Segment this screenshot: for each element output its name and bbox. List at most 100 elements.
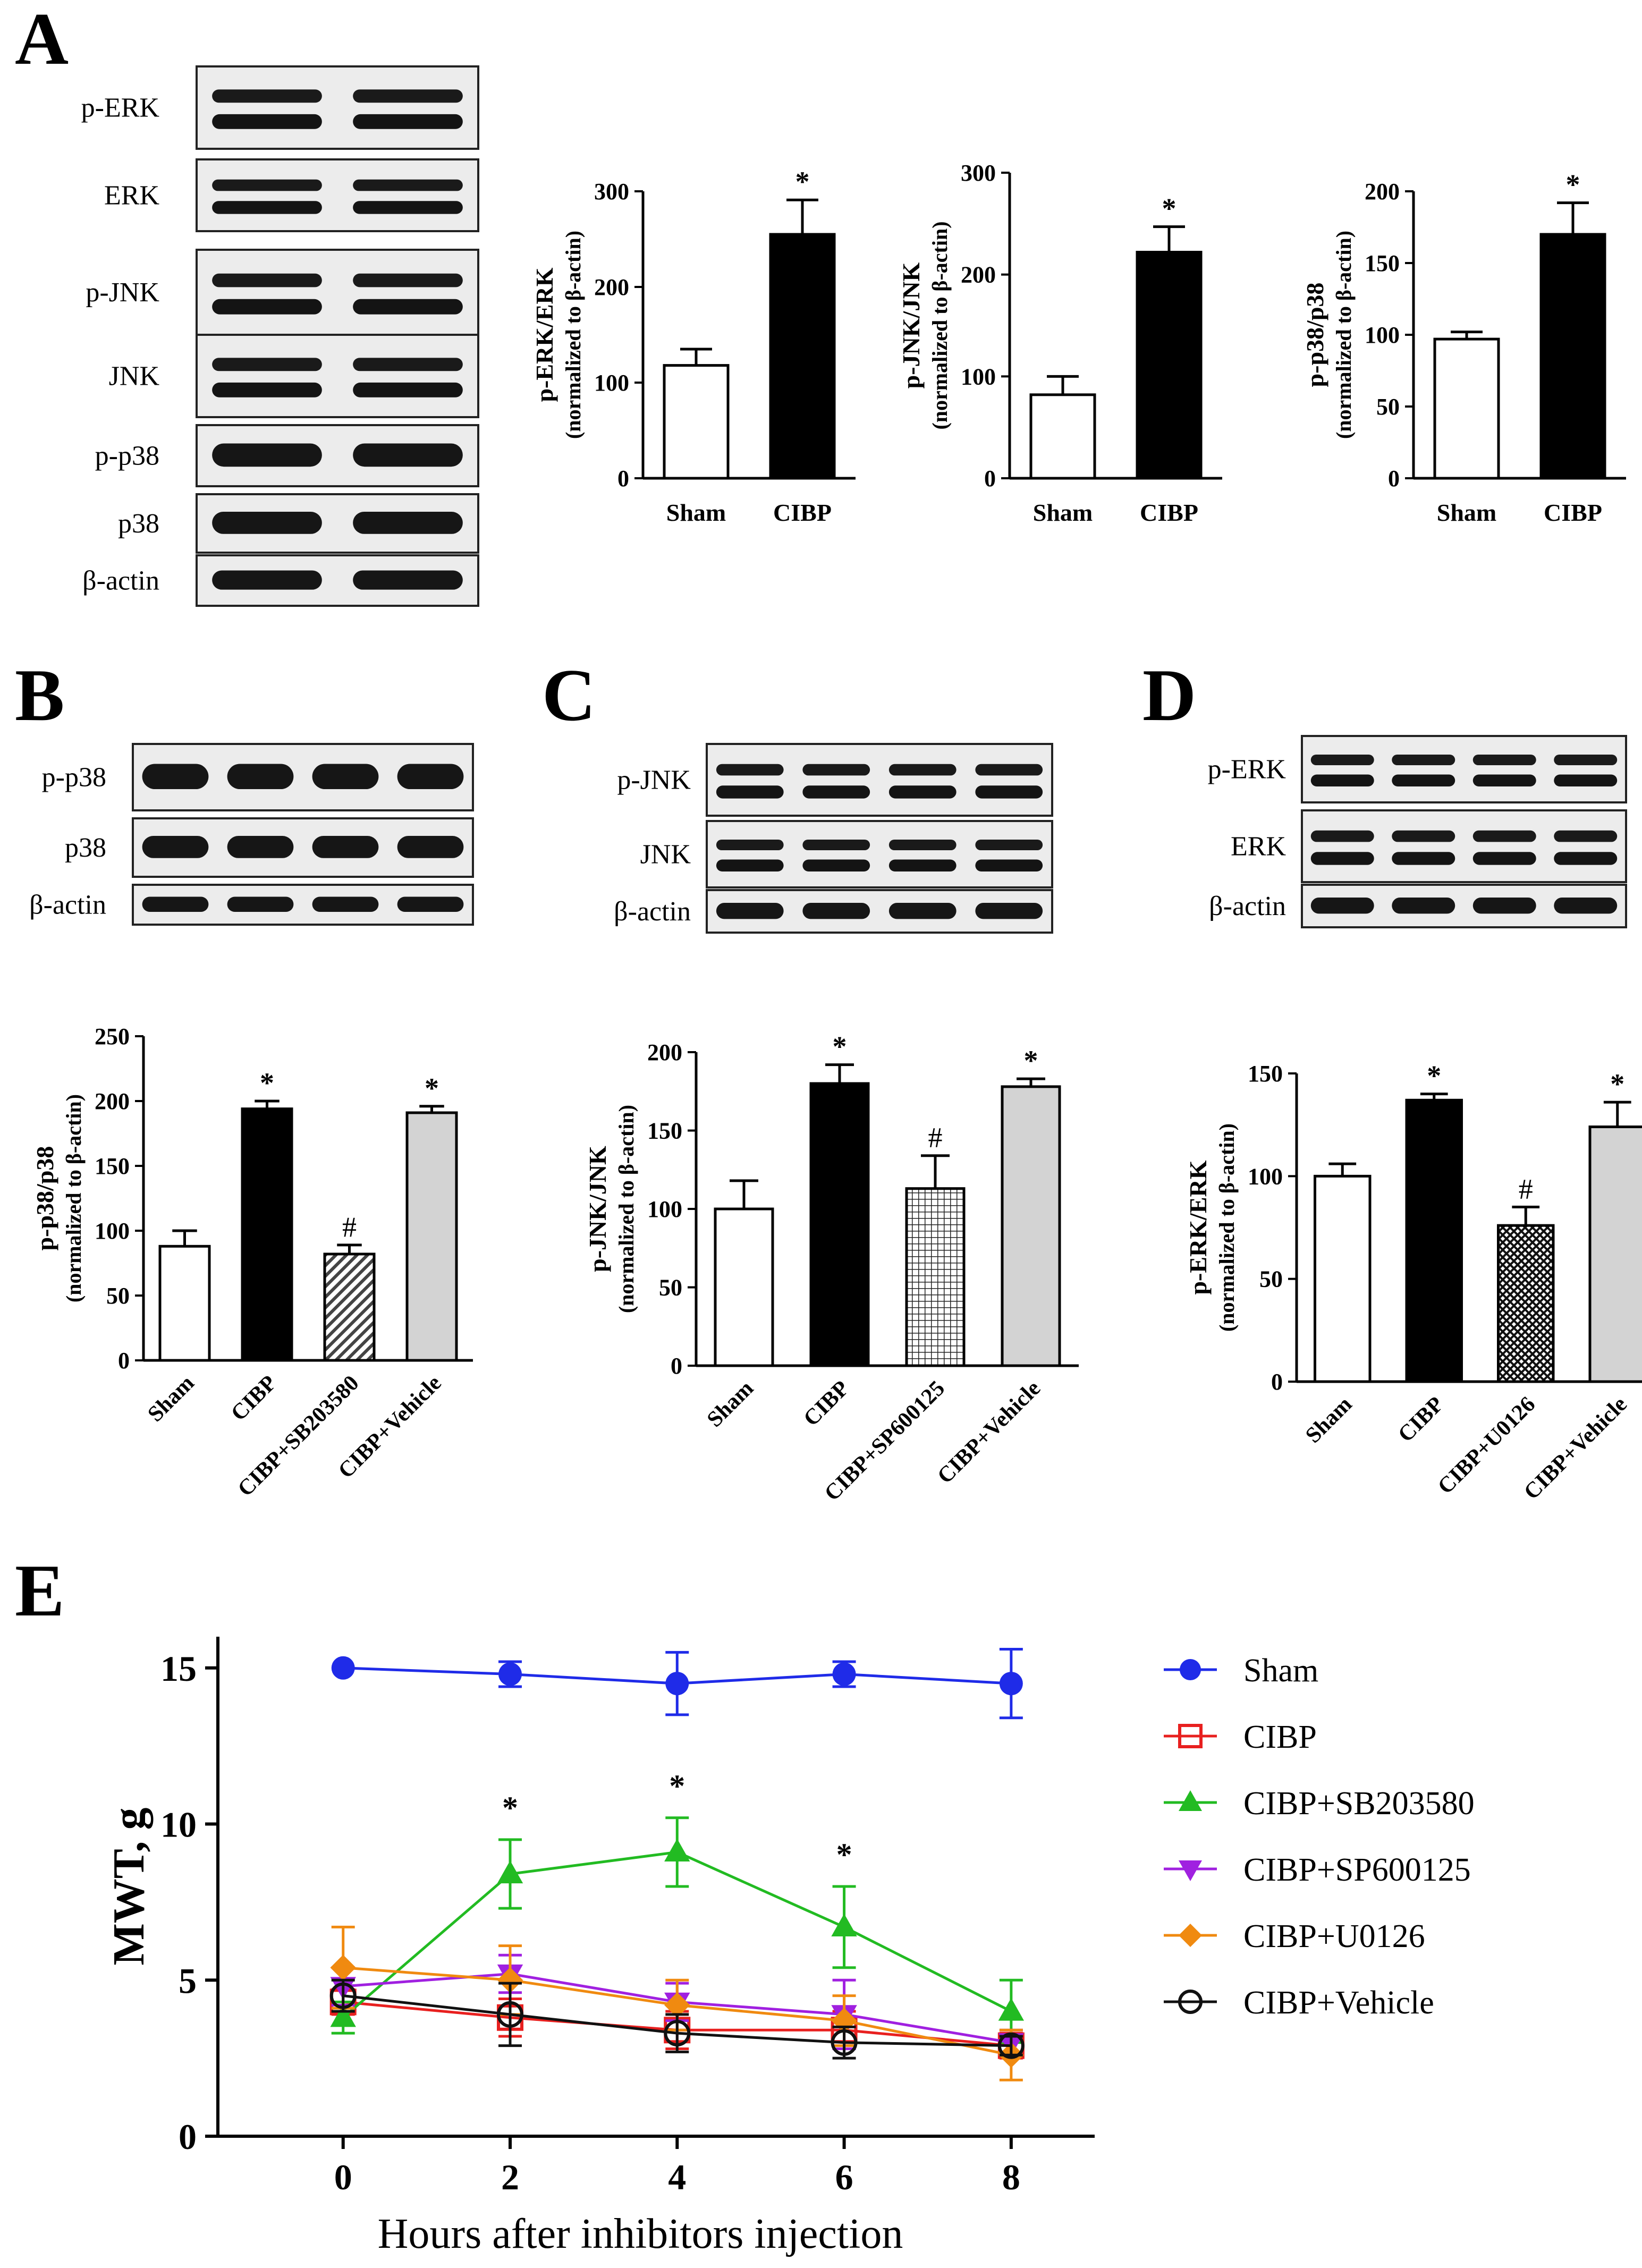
bar-a2-0 [1029, 393, 1096, 480]
bar-b-2 [323, 1253, 376, 1362]
y-tick-label-a2: 100 [961, 363, 996, 390]
blot-label-d: ERK [1231, 832, 1286, 862]
y-tick-label-b: 0 [118, 1348, 130, 1374]
blot-band [353, 512, 463, 534]
blot-band [1310, 755, 1374, 765]
blot-band [1392, 830, 1455, 842]
blot-band [227, 764, 294, 789]
x-tick-label-e: 0 [334, 2157, 352, 2197]
bar-d-1 [1405, 1098, 1463, 1383]
x-tick-label-c: CIBP+Vehicle [933, 1376, 1045, 1489]
blot-band [227, 836, 294, 858]
series-cibp-legend-label: CIBP [1243, 1719, 1317, 1755]
significance-mark-d: * [1610, 1068, 1624, 1100]
bar-a1-1 [769, 233, 836, 480]
blot-band [802, 785, 870, 799]
significance-mark-b: # [342, 1211, 357, 1243]
significance-mark-d: # [1519, 1173, 1533, 1205]
blot-band [353, 273, 463, 287]
series-cibp-sb203580-point [497, 1860, 523, 1884]
x-tick-label-a3: Sham [1437, 499, 1496, 526]
blot-band [802, 859, 870, 871]
blot-label-b: p-p38 [42, 763, 106, 793]
y-axis-label2-c: (normalized to β-actin) [614, 1105, 638, 1313]
y-axis-label2-a1: (normalized to β-actin) [561, 231, 585, 439]
blot-label-a: p38 [118, 509, 159, 539]
bar-c-2 [905, 1187, 966, 1367]
blot-band [212, 358, 322, 371]
y-tick-label-d: 100 [1248, 1163, 1283, 1189]
blot-band [212, 299, 322, 315]
blot-band [888, 903, 957, 919]
x-tick-label-e: 8 [1002, 2157, 1020, 2197]
x-tick-label-a2: CIBP [1140, 499, 1198, 526]
blot-band [312, 896, 379, 912]
y-tick-label-a1: 300 [594, 179, 629, 205]
y-tick-label-b: 250 [95, 1023, 130, 1050]
x-tick-label-e: 4 [668, 2157, 686, 2197]
significance-mark-a1: * [795, 166, 810, 198]
y-tick-label-e: 10 [160, 1805, 197, 1845]
x-tick-label-c: CIBP [799, 1376, 854, 1431]
y-axis-label-c: p-JNK/JNK [584, 1146, 611, 1272]
blot-d-row-0 [1301, 735, 1627, 803]
blot-band [212, 89, 322, 103]
blot-d-row-1 [1301, 809, 1627, 883]
blot-label-b: p38 [65, 833, 106, 863]
blot-band [716, 785, 784, 799]
blot-band [312, 764, 379, 789]
blot-band [212, 179, 322, 191]
y-tick-label-b: 100 [95, 1218, 130, 1244]
y-tick-label-e: 0 [179, 2117, 197, 2157]
blot-band [888, 859, 957, 871]
series-cibp-u0126-point [497, 1967, 523, 1993]
y-tick-label-c: 150 [647, 1118, 682, 1144]
y-tick-label-a1: 100 [594, 370, 629, 396]
y-tick-label-a2: 300 [961, 160, 996, 186]
blot-band [353, 201, 463, 214]
blot-band [888, 785, 957, 799]
blot-label-a: JNK [109, 361, 160, 392]
blot-band [975, 764, 1043, 776]
series-cibp-sb203580-point [330, 2004, 356, 2027]
blot-band [802, 903, 870, 919]
blot-band [397, 896, 464, 912]
x-tick-label-b: CIBP [226, 1371, 281, 1426]
blot-band [888, 764, 957, 776]
bar-a1-0 [663, 364, 730, 480]
bar-b-3 [405, 1111, 458, 1362]
blot-label-c: p-JNK [617, 765, 691, 796]
y-tick-label-a3: 0 [1388, 466, 1400, 492]
blot-label-c: JNK [640, 840, 691, 870]
y-tick-label-a3: 100 [1365, 322, 1400, 348]
blot-band [716, 859, 784, 871]
series-cibp-u0126-point [330, 1954, 356, 1981]
blot-a-row-3 [196, 334, 479, 418]
series-cibp-vehicle-point [329, 1982, 357, 2009]
series-sham-point [331, 1656, 355, 1680]
blot-label-d: p-ERK [1208, 755, 1286, 785]
series-sham-point [498, 1662, 522, 1686]
series-cibp-vehicle-point [497, 2001, 523, 2028]
x-axis-label-e: Hours after inhibitors injection [378, 2211, 903, 2257]
blot-band [1392, 898, 1455, 914]
series-cibp-sb203580-point [664, 1839, 690, 1861]
series-sham-point [999, 1672, 1023, 1696]
blot-band [802, 840, 870, 850]
blot-band [397, 764, 464, 789]
y-tick-label-e: 15 [160, 1648, 197, 1689]
panel-label-d: D [1142, 654, 1196, 737]
series-cibp-sb203580-point [998, 1998, 1025, 2021]
bar-c-0 [714, 1207, 774, 1367]
blot-band [1310, 774, 1374, 786]
blot-band [353, 570, 463, 590]
series-sham-legend-marker [1180, 1659, 1201, 1680]
y-tick-label-a1: 200 [594, 274, 629, 300]
blot-c-row-0 [706, 743, 1053, 817]
blot-label-a: p-JNK [86, 277, 159, 308]
x-tick-label-e: 6 [835, 2157, 853, 2197]
blot-band [1554, 852, 1618, 865]
blot-band [212, 570, 322, 590]
blot-band [212, 114, 322, 129]
